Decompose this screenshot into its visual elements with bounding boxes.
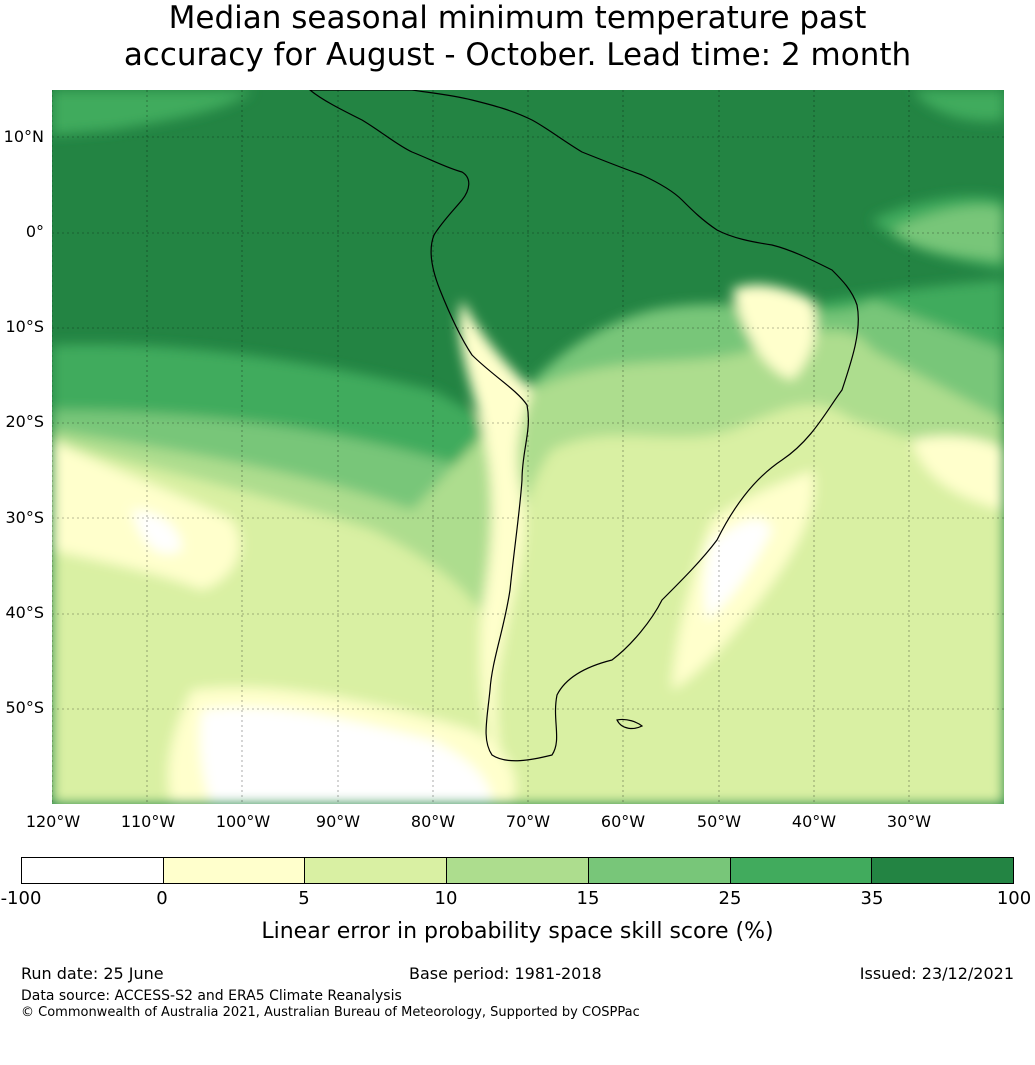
lon-label-90w: 90°W (315, 812, 361, 831)
lat-label-10n: 10°N (3, 127, 44, 146)
copyright: © Commonwealth of Australia 2021, Austra… (21, 1005, 640, 1020)
colorbar-tick-label: 5 (298, 888, 310, 909)
lon-label-110w: 110°W (120, 812, 176, 831)
colorbar (21, 857, 1014, 884)
colorbar-tick-label: -100 (0, 888, 42, 909)
colorbar-tick-label: 15 (576, 888, 600, 909)
colorbar-segment (163, 858, 306, 883)
chart-title: Median seasonal minimum temperature past… (0, 0, 1035, 74)
colorbar-tick-label: 10 (434, 888, 458, 909)
colorbar-segment (447, 858, 589, 883)
skill-band-25-35-north (52, 90, 252, 135)
colorbar-tick-label: 25 (718, 888, 742, 909)
lon-label-50w: 50°W (696, 812, 742, 831)
skill-band-neg-3 (704, 519, 772, 620)
lat-label-0: 0° (25, 222, 44, 241)
skill-map (52, 90, 1004, 804)
lon-label-80w: 80°W (410, 812, 456, 831)
lon-label-120w: 120°W (25, 812, 81, 831)
skill-band-25-35-ne (912, 90, 1004, 122)
colorbar-segment (305, 858, 448, 883)
lon-label-30w: 30°W (886, 812, 932, 831)
lat-label-40s: 40°S (5, 603, 44, 622)
base-period: Base period: 1981-2018 (409, 964, 602, 983)
colorbar-tick-label: 100 (996, 888, 1032, 909)
lon-label-60w: 60°W (600, 812, 646, 831)
lat-label-50s: 50°S (5, 698, 44, 717)
colorbar-segment (872, 858, 1014, 883)
skill-band-0-5-andes (459, 300, 532, 770)
coastline-south-america (309, 90, 859, 762)
lon-label-40w: 40°W (791, 812, 837, 831)
lat-label-10s: 10°S (5, 317, 44, 336)
skill-band-neg-2 (132, 510, 182, 554)
data-source: Data source: ACCESS-S2 and ERA5 Climate … (21, 988, 402, 1004)
issued-date: Issued: 23/12/2021 (859, 964, 1014, 983)
lon-label-100w: 100°W (215, 812, 271, 831)
lat-label-20s: 20°S (5, 412, 44, 431)
skill-band-0-5-ne-brazil (732, 284, 816, 380)
colorbar-segment (730, 858, 873, 883)
colorbar-segment (588, 858, 731, 883)
skill-band-0-5-far-east (912, 435, 1004, 510)
run-date: Run date: 25 June (21, 964, 164, 983)
colorbar-tick-label: 35 (860, 888, 884, 909)
lat-label-30s: 30°S (5, 508, 44, 527)
coastline-falklands (616, 718, 644, 730)
colorbar-tick-label: 0 (156, 888, 168, 909)
colorbar-label: Linear error in probability space skill … (261, 919, 774, 944)
lon-label-70w: 70°W (505, 812, 551, 831)
title-line-1: Median seasonal minimum temperature past (168, 0, 867, 36)
skill-band-neg (200, 707, 492, 804)
title-line-2: accuracy for August - October. Lead time… (123, 37, 912, 73)
colorbar-segment (22, 858, 164, 883)
